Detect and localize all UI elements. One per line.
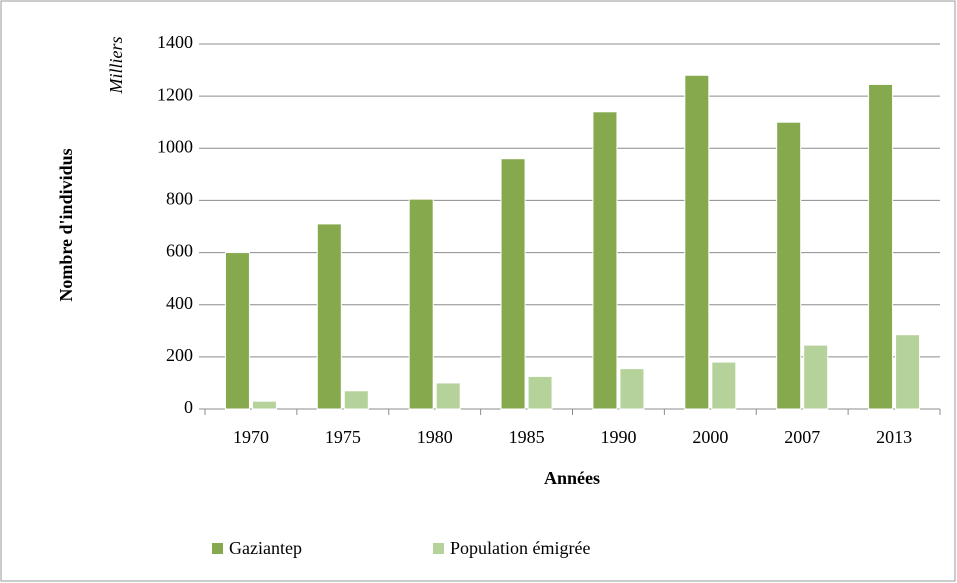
- bar: [527, 375, 553, 410]
- y-tick-label: 1000: [157, 136, 193, 156]
- bar: [776, 121, 802, 410]
- x-tick-label: 1970: [233, 427, 269, 447]
- y-tick-label: 1400: [157, 32, 193, 52]
- bar: [343, 390, 369, 410]
- x-tick-label: 2013: [876, 427, 912, 447]
- bar: [251, 400, 277, 410]
- x-axis-label: Années: [544, 468, 600, 488]
- x-tick-label: 1975: [325, 427, 361, 447]
- bar: [435, 382, 461, 410]
- bar: [592, 111, 618, 410]
- y-tick-label: 800: [166, 189, 193, 209]
- x-tick-label: 1985: [509, 427, 545, 447]
- legend-swatch: [212, 543, 223, 554]
- bar: [619, 368, 645, 410]
- bar: [316, 223, 342, 410]
- x-tick-label: 2000: [692, 427, 728, 447]
- legend-label: Population émigrée: [450, 538, 590, 558]
- x-tick-label: 1990: [600, 427, 636, 447]
- y-tick-label: 400: [166, 293, 193, 313]
- bar: [224, 252, 250, 410]
- bar: [711, 361, 737, 410]
- bar: [684, 74, 710, 410]
- y-axis-label: Nombre d'individus: [56, 148, 76, 301]
- y-tick-label: 600: [166, 241, 193, 261]
- x-tick-label: 1980: [417, 427, 453, 447]
- bar: [500, 158, 526, 410]
- bar: [895, 334, 921, 410]
- bar: [408, 198, 434, 410]
- legend-label: Gaziantep: [229, 538, 302, 558]
- y-tick-label: 1200: [157, 84, 193, 104]
- y-tick-label: 0: [184, 397, 193, 417]
- legend-swatch: [433, 543, 444, 554]
- bar: [803, 344, 829, 410]
- bar: [868, 83, 894, 410]
- y-tick-label: 200: [166, 345, 193, 365]
- y-unit-label: Milliers: [106, 37, 126, 95]
- x-tick-label: 2007: [784, 427, 820, 447]
